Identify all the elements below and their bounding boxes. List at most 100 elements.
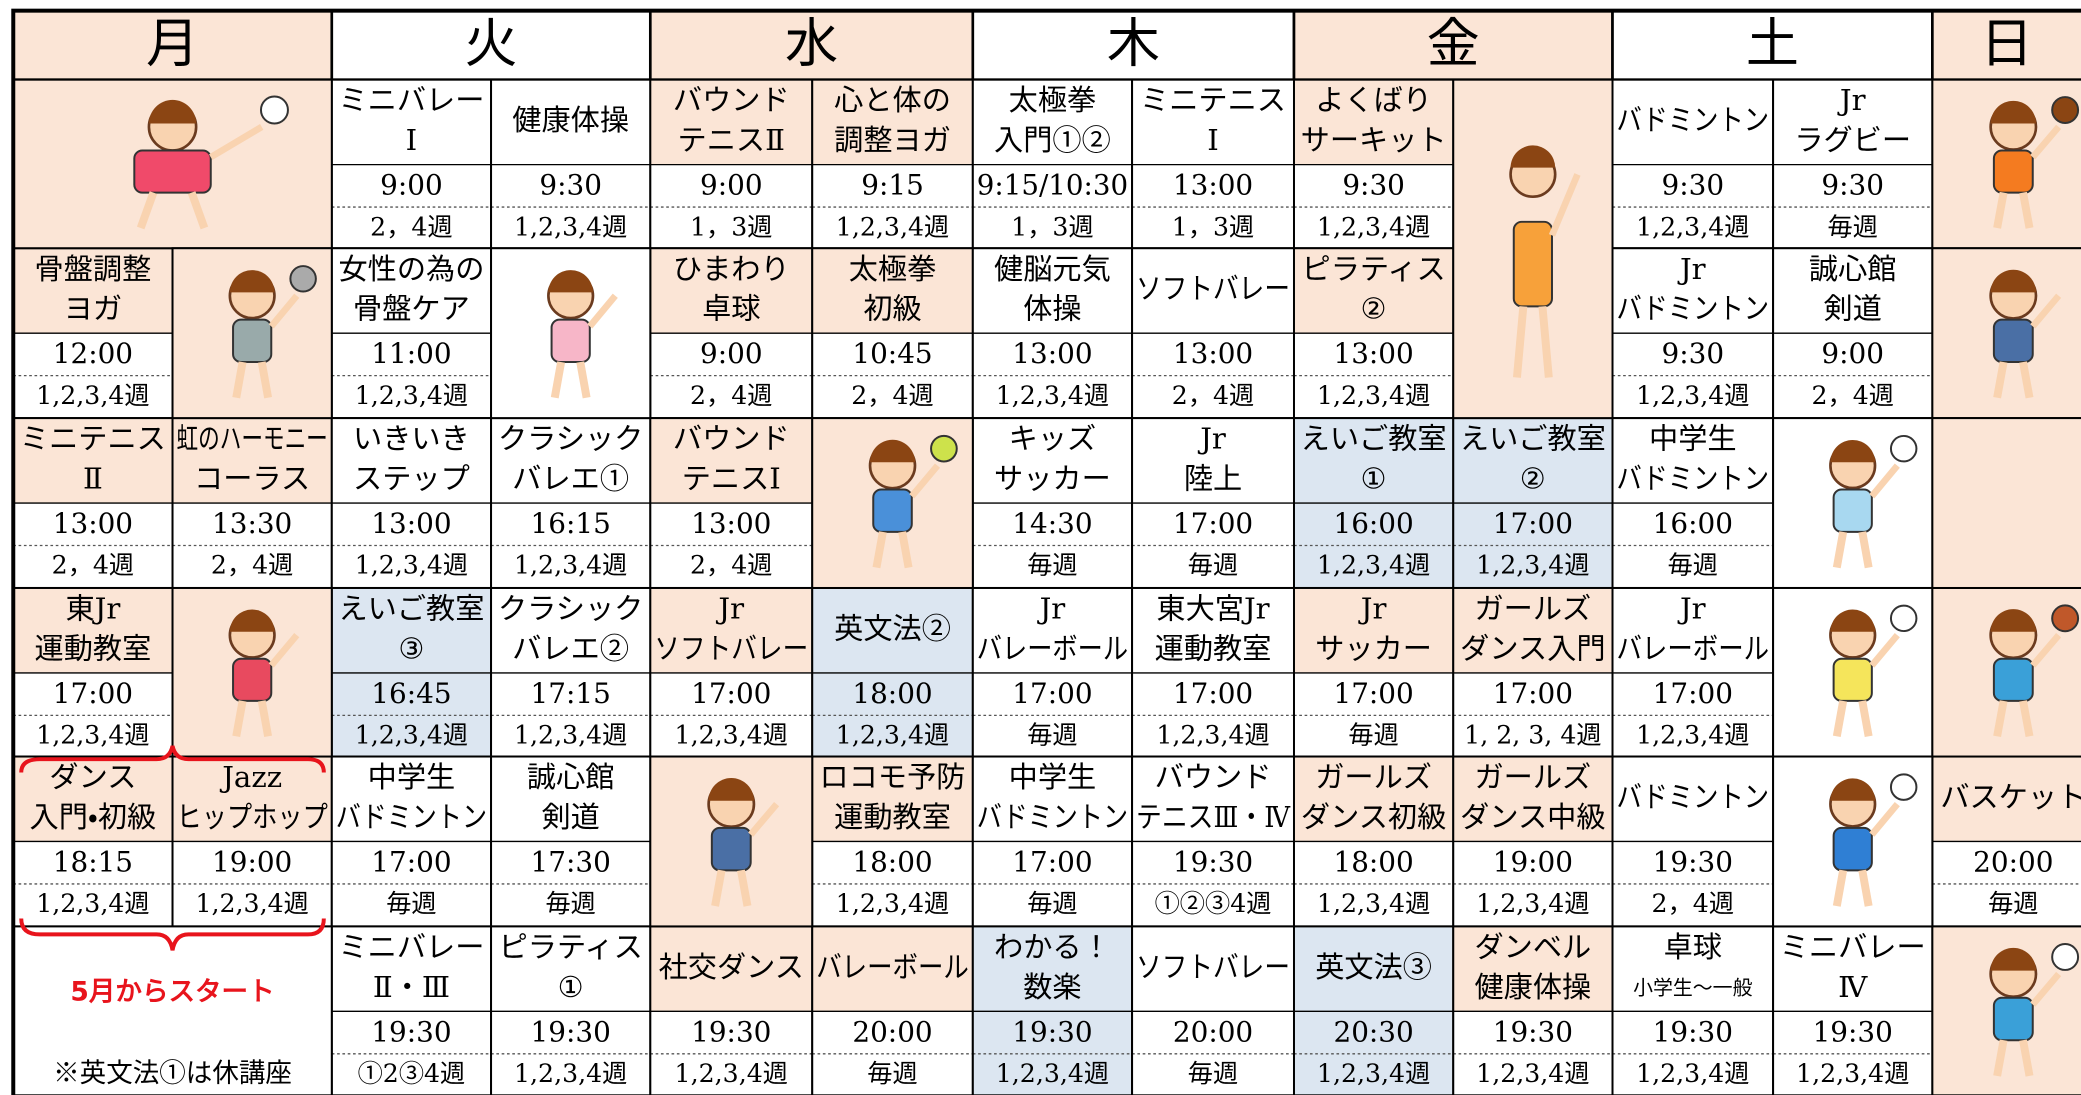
class-cell: えいご教室 ② 17:00 1,2,3,4週 [1452, 417, 1614, 589]
class-name: ラグビー [1794, 123, 1911, 157]
class-time: 12:00 [53, 337, 133, 370]
illustration [12, 78, 333, 250]
illustration [171, 586, 333, 758]
class-weeks: 1,2,3,4週 [675, 1059, 788, 1088]
name-area [812, 587, 973, 673]
class-time: 9:15/10:30 [977, 169, 1128, 202]
class-weeks: 1,2,3,4週 [996, 1059, 1109, 1088]
class-name: 心と体の [834, 83, 951, 117]
class-name: バレーボール [816, 950, 969, 984]
name-area [491, 587, 651, 673]
name-area [1132, 587, 1294, 673]
name-area [1773, 926, 1933, 1012]
class-weeks: 2，4週 [690, 381, 772, 410]
class-name: 骨盤ケア [353, 292, 470, 326]
illustration [1931, 586, 2081, 758]
class-name: テニスⅡ [678, 123, 785, 157]
class-name: ロコモ予防 [820, 760, 966, 794]
class-weeks: 2，4週 [1811, 381, 1893, 410]
illustration [1931, 247, 2081, 420]
illustration [171, 247, 333, 420]
class-weeks: 1，3週 [1011, 212, 1093, 241]
day-label: 水 [785, 12, 838, 74]
figure-leg [898, 531, 913, 569]
name-area [1612, 756, 1774, 842]
name-area [650, 587, 813, 673]
class-time: 18:00 [852, 677, 932, 710]
class-cell: Jr バレーボール 17:00 1,2,3,4週 [1611, 586, 1775, 758]
name-area [812, 756, 973, 842]
name-area [1132, 926, 1294, 1012]
class-cell: ミニバレー Ⅳ 19:30 1,2,3,4週 [1772, 925, 1934, 1095]
class-weeks: 1,2,3,4週 [514, 551, 627, 580]
name-area [1612, 418, 1774, 504]
name-area [1132, 756, 1294, 842]
class-time: 9:30 [1821, 169, 1884, 202]
name-area [491, 79, 651, 165]
name-area [972, 79, 1133, 165]
class-weeks: 1,2,3,4週 [836, 721, 949, 750]
figure-body [1832, 657, 1873, 702]
class-cell: 社交ダンス 19:30 1,2,3,4週 [649, 925, 814, 1095]
class-time: 9:15 [861, 169, 924, 202]
ball [2051, 604, 2080, 633]
class-name: 調整ヨガ [834, 123, 951, 157]
class-time: 16:45 [371, 677, 451, 710]
class-name: 数楽 [1023, 970, 1081, 1004]
class-weeks: 1,2,3,4週 [36, 721, 149, 750]
day-label: 金 [1427, 12, 1480, 74]
name-area [13, 418, 173, 504]
day-label: 土 [1746, 12, 1799, 74]
figure-arm [587, 293, 618, 329]
name-area [1612, 926, 1774, 1012]
class-time: 17:00 [1173, 677, 1253, 710]
class-time: 13:00 [371, 507, 451, 540]
figure-leg [2019, 191, 2034, 229]
figure-body [1992, 996, 2034, 1042]
figure-hair [1510, 145, 1556, 168]
class-name: ② [1520, 461, 1546, 495]
figure-hair [708, 778, 754, 801]
figure-leg [2019, 1039, 2034, 1077]
class-name: 体操 [1023, 292, 1081, 326]
name-area [812, 926, 973, 1012]
class-weeks: 毎週 [545, 889, 595, 918]
class-name: 太極拳 [849, 252, 937, 286]
figure-leg [737, 869, 752, 907]
class-name: ダンス初級 [1301, 800, 1446, 834]
class-weeks: 毎週 [1027, 721, 1077, 750]
class-cell: バドミントン 19:30 2，4週 [1611, 755, 1775, 928]
class-cell: バスケット 20:00 毎週 [1931, 755, 2081, 928]
class-name: 卓球 [702, 292, 760, 326]
class-name: Jr [1197, 422, 1226, 456]
class-name: Ⅱ・Ⅲ [373, 970, 450, 1004]
class-weeks: 1,2,3,4週 [355, 551, 468, 580]
figure-hair [148, 99, 197, 124]
name-area [1932, 756, 2081, 842]
name-area [1612, 587, 1774, 673]
day-header [11, 9, 334, 82]
class-name: ひまわり [673, 252, 790, 286]
class-weeks: 毎週 [1668, 551, 1718, 580]
bracket [19, 918, 326, 951]
figure-arm [268, 293, 300, 329]
class-time: 19:30 [1653, 846, 1733, 879]
name-area [1612, 248, 1774, 334]
class-name: 骨盤調整 [35, 252, 152, 286]
class-name: 入門・初級 [30, 800, 157, 834]
figure-leg [232, 700, 247, 738]
class-weeks: 1,2,3,4週 [355, 721, 468, 750]
name-area [331, 756, 492, 842]
name-area [650, 926, 813, 1012]
class-name: バウンド [1155, 760, 1272, 794]
class-time: 19:30 [691, 1015, 771, 1048]
